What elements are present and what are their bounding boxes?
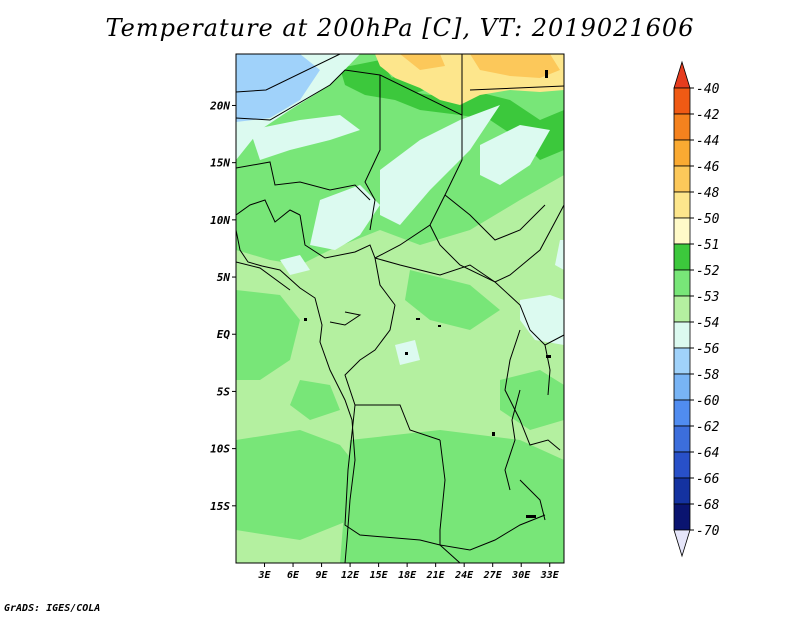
lon-tick-label: 6E <box>287 570 300 581</box>
lat-tick-label: 15S <box>210 500 230 513</box>
colorbar-label: -44 <box>696 134 719 149</box>
colorbar-label: -51 <box>696 238 719 253</box>
lat-tick-label: 20N <box>209 99 230 112</box>
colorbar-label: -58 <box>696 368 720 383</box>
colorbar-swatch <box>673 269 691 297</box>
colorbar-swatch <box>673 243 691 271</box>
colorbar-label: -62 <box>696 420 720 435</box>
longitude-axis: 3E 6E 9E 12E 15E 18E 21E 24E 27E 30E 33E <box>257 563 560 581</box>
colorbar-swatch <box>673 399 691 427</box>
chart-title: Temperature at 200hPa [C], VT: 201902160… <box>105 14 695 42</box>
colorbar-label: -46 <box>696 160 720 175</box>
colorbar-swatch <box>673 139 691 167</box>
colorbar-swatch <box>673 113 691 141</box>
lat-tick-label: EQ <box>217 328 231 341</box>
colorbar-label: -66 <box>696 472 720 487</box>
coastline <box>236 229 551 563</box>
map-frame <box>235 53 565 564</box>
colorbar-swatch <box>673 451 691 479</box>
lat-tick-label: 5S <box>217 385 231 398</box>
colorbar-label: -40 <box>696 82 720 97</box>
lat-tick-label: 10N <box>210 214 230 227</box>
field-warm-north <box>375 54 564 105</box>
colorbar-label: -60 <box>696 394 720 409</box>
colorbar-label: -56 <box>696 342 720 357</box>
lon-tick-label: 9E <box>316 570 329 581</box>
lon-tick-label: 30E <box>511 570 531 581</box>
lon-tick-label: 24E <box>454 570 474 581</box>
colorbar-label: -48 <box>696 186 720 201</box>
colorbar-label: -70 <box>696 524 720 539</box>
lon-tick-label: 3E <box>257 570 271 581</box>
lon-tick-label: 18E <box>398 570 417 581</box>
lon-tick-label: 12E <box>341 570 360 581</box>
grads-credit: GrADS: IGES/COLA <box>4 603 101 614</box>
colorbar-swatch <box>673 373 691 401</box>
colorbar-swatch <box>673 217 691 245</box>
colorbar-label: -68 <box>696 498 720 513</box>
lon-tick-label: 27E <box>483 570 503 581</box>
lakes <box>304 70 551 518</box>
colorbar-swatch <box>673 87 691 115</box>
colorbar-swatch <box>673 529 691 558</box>
lat-tick-label: 10S <box>210 443 230 456</box>
colorbar: -40 -42 -44 -46 -48 -50 -51 -52 -53 -54 -56 -58 -60 -… <box>673 60 720 558</box>
colorbar-label: -54 <box>696 316 719 331</box>
colorbar-label: -50 <box>696 212 720 227</box>
colorbar-swatch <box>673 165 691 193</box>
map-area <box>236 54 564 563</box>
country-borders <box>236 54 564 563</box>
colorbar-swatch <box>673 295 691 323</box>
colorbar-swatch <box>673 477 691 505</box>
lon-tick-label: 21E <box>426 570 446 581</box>
colorbar-swatch <box>673 191 691 219</box>
colorbar-label: -42 <box>696 108 720 123</box>
lon-tick-label: 33E <box>540 570 560 581</box>
lat-tick-label: 5N <box>217 271 231 284</box>
latitude-axis: 20N 15N 10N 5N EQ 5S 10S 15S <box>209 99 236 513</box>
field-band-56 <box>236 54 320 122</box>
colorbar-swatch <box>673 321 691 349</box>
colorbar-label: -64 <box>696 446 719 461</box>
colorbar-swatch <box>673 503 691 531</box>
colorbar-swatch <box>673 60 691 89</box>
lon-tick-label: 15E <box>370 570 389 581</box>
colorbar-swatch <box>673 425 691 453</box>
colorbar-label: -53 <box>696 290 719 305</box>
colorbar-swatch <box>673 347 691 375</box>
colorbar-label: -52 <box>696 264 720 279</box>
lat-tick-label: 15N <box>210 157 230 170</box>
